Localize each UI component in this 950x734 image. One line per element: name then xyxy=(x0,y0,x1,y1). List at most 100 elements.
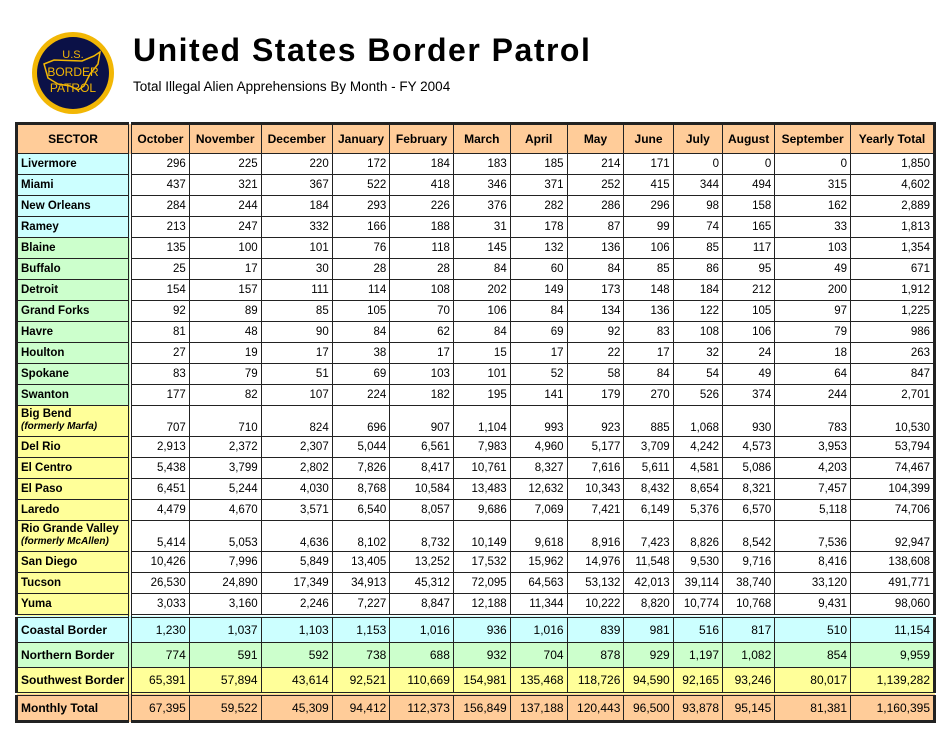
value-cell: 5,053 xyxy=(188,520,262,552)
value-cell: 1,068 xyxy=(672,405,724,437)
value-cell: 122 xyxy=(672,300,724,322)
value-cell: 165 xyxy=(721,216,776,238)
value-cell: 8,732 xyxy=(389,520,454,552)
value-cell: 3,953 xyxy=(774,436,851,458)
value-cell: 136 xyxy=(566,237,625,259)
sector-cell: Buffalo xyxy=(16,258,132,280)
value-cell: 8,654 xyxy=(672,478,724,500)
table-row: Laredo 4,479 4,670 3,571 6,540 8,057 9,686 7,06… xyxy=(16,499,935,521)
table-row: Detroit 154 157 111 114 108 202 149 173 148 184 212… xyxy=(16,279,935,301)
value-cell: 70 xyxy=(389,300,454,322)
sector-name: Ramey xyxy=(21,221,59,233)
sector-cell: Southwest Border xyxy=(16,667,132,695)
column-header: Yearly Total xyxy=(850,123,935,154)
value-cell: 8,916 xyxy=(566,520,625,552)
table-row: Grand Forks 92 89 85 105 70 106 84 134 136 122 105 9… xyxy=(16,300,935,322)
sector-name: Grand Forks xyxy=(21,305,90,317)
value-cell: 4,479 xyxy=(129,499,190,521)
value-cell: 82 xyxy=(188,384,262,406)
value-cell: 5,611 xyxy=(623,457,674,479)
value-cell: 591 xyxy=(188,642,262,668)
value-cell: 8,826 xyxy=(672,520,724,552)
sector-name: New Orleans xyxy=(21,200,91,212)
value-cell: 878 xyxy=(566,642,625,668)
value-cell: 839 xyxy=(566,614,625,643)
value-cell: 72,095 xyxy=(452,572,511,594)
value-cell: 62 xyxy=(389,321,454,343)
value-cell: 1,354 xyxy=(850,237,935,259)
value-cell: 2,372 xyxy=(188,436,262,458)
value-cell: 592 xyxy=(260,642,333,668)
value-cell: 3,033 xyxy=(129,593,190,617)
value-cell: 437 xyxy=(129,174,190,196)
value-cell: 5,244 xyxy=(188,478,262,500)
column-header: December xyxy=(260,123,333,154)
value-cell: 13,252 xyxy=(389,551,454,573)
value-cell: 117 xyxy=(721,237,776,259)
value-cell: 7,996 xyxy=(188,551,262,573)
value-cell: 2,701 xyxy=(850,384,935,406)
value-cell: 43,614 xyxy=(260,667,333,695)
value-cell: 84 xyxy=(331,321,391,343)
sector-name: Rio Grande Valley xyxy=(21,522,119,535)
value-cell: 15 xyxy=(452,342,511,364)
value-cell: 282 xyxy=(509,195,568,217)
column-header: June xyxy=(623,123,674,154)
value-cell: 85 xyxy=(623,258,674,280)
value-cell: 346 xyxy=(452,174,511,196)
value-cell: 93,878 xyxy=(672,692,724,722)
value-cell: 10,343 xyxy=(566,478,625,500)
table-row: Del Rio 2,913 2,372 2,307 5,044 6,561 7,983 4,9… xyxy=(16,436,935,458)
sector-name: Havre xyxy=(21,326,53,338)
page-title: United States Border Patrol xyxy=(133,32,592,68)
value-cell: 108 xyxy=(672,321,724,343)
value-cell: 39,114 xyxy=(672,572,724,594)
value-cell: 76 xyxy=(331,237,391,259)
value-cell: 7,826 xyxy=(331,457,391,479)
value-cell: 156,849 xyxy=(452,692,511,722)
value-cell: 220 xyxy=(260,153,333,175)
value-cell: 12,632 xyxy=(509,478,568,500)
value-cell: 184 xyxy=(260,195,333,217)
value-cell: 103 xyxy=(389,363,454,385)
value-cell: 315 xyxy=(774,174,851,196)
value-cell: 0 xyxy=(672,153,724,175)
sector-cell: New Orleans xyxy=(16,195,132,217)
value-cell: 17 xyxy=(623,342,674,364)
value-cell: 154 xyxy=(129,279,190,301)
value-cell: 9,618 xyxy=(509,520,568,552)
value-cell: 907 xyxy=(389,405,454,437)
table-row: Houlton 27 19 17 38 17 15 17 22 17 32 24 18 263 xyxy=(16,342,935,364)
sector-cell: Big Bend (formerly Marfa) xyxy=(16,405,132,437)
value-cell: 7,616 xyxy=(566,457,625,479)
value-cell: 4,030 xyxy=(260,478,333,500)
sector-cell: El Centro xyxy=(16,457,132,479)
sector-cell: Ramey xyxy=(16,216,132,238)
table-row: Southwest Border 65,391 57,894 43,614 92,521… xyxy=(16,667,935,695)
value-cell: 3,571 xyxy=(260,499,333,521)
value-cell: 114 xyxy=(331,279,391,301)
value-cell: 284 xyxy=(129,195,190,217)
value-cell: 48 xyxy=(188,321,262,343)
value-cell: 8,327 xyxy=(509,457,568,479)
value-cell: 738 xyxy=(331,642,391,668)
value-cell: 172 xyxy=(331,153,391,175)
value-cell: 1,197 xyxy=(672,642,724,668)
value-cell: 1,230 xyxy=(129,614,190,643)
value-cell: 526 xyxy=(672,384,724,406)
value-cell: 95,145 xyxy=(721,692,776,722)
sector-name: Houlton xyxy=(21,347,65,359)
value-cell: 158 xyxy=(721,195,776,217)
value-cell: 17 xyxy=(509,342,568,364)
value-cell: 286 xyxy=(566,195,625,217)
value-cell: 1,225 xyxy=(850,300,935,322)
sector-cell: Monthly Total xyxy=(16,692,132,722)
sector-cell: Houlton xyxy=(16,342,132,364)
value-cell: 74,706 xyxy=(850,499,935,521)
value-cell: 671 xyxy=(850,258,935,280)
sector-name: El Paso xyxy=(21,483,63,495)
value-cell: 202 xyxy=(452,279,511,301)
value-cell: 95 xyxy=(721,258,776,280)
value-cell: 522 xyxy=(331,174,391,196)
value-cell: 177 xyxy=(129,384,190,406)
